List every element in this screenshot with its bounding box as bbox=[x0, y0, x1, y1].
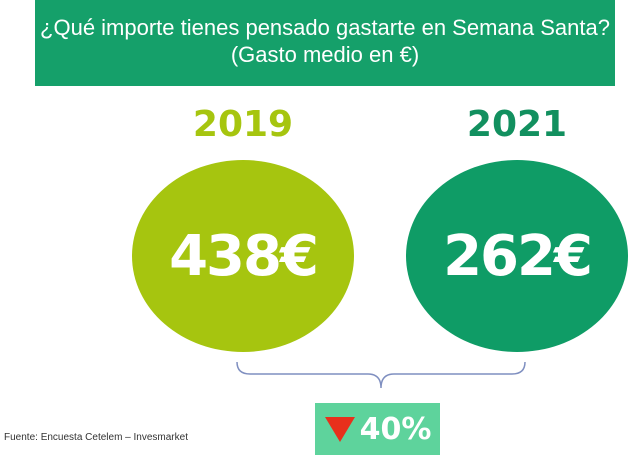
amount-value-2021: 262€ bbox=[443, 223, 593, 289]
amount-value-2019: 438€ bbox=[169, 223, 319, 289]
source-note: Fuente: Encuesta Cetelem – Invesmarket bbox=[4, 432, 188, 443]
title-line-2: (Gasto medio en €) bbox=[230, 42, 420, 67]
year-label-2021: 2021 bbox=[466, 104, 568, 145]
down-triangle-icon bbox=[324, 417, 355, 442]
year-label-2019: 2019 bbox=[192, 104, 294, 145]
amount-circle-2019: 438€ bbox=[132, 160, 354, 352]
title-banner: ¿Qué importe tienes pensado gastarte en … bbox=[35, 0, 615, 86]
change-badge: 40% bbox=[315, 403, 440, 455]
change-value: 40% bbox=[359, 411, 432, 447]
comparison-bracket bbox=[236, 361, 526, 389]
amount-circle-2021: 262€ bbox=[406, 160, 628, 352]
title-line-1: ¿Qué importe tienes pensado gastarte en … bbox=[40, 15, 610, 40]
